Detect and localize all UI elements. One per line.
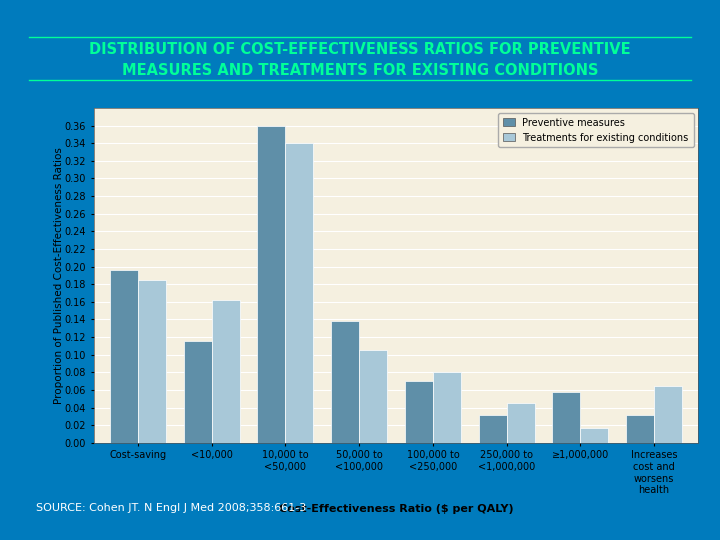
Bar bbox=[405, 381, 433, 443]
Bar bbox=[331, 321, 359, 443]
Bar bbox=[433, 372, 461, 443]
Bar bbox=[110, 270, 138, 443]
Bar bbox=[359, 350, 387, 443]
X-axis label: Cost-Effectiveness Ratio ($ per QALY): Cost-Effectiveness Ratio ($ per QALY) bbox=[279, 504, 513, 514]
Text: SOURCE: Cohen JT. N Engl J Med 2008;358:661-3: SOURCE: Cohen JT. N Engl J Med 2008;358:… bbox=[36, 503, 306, 512]
Bar bbox=[285, 143, 313, 443]
Y-axis label: Proportion of Published Cost-Effectiveness Ratios: Proportion of Published Cost-Effectivene… bbox=[54, 147, 64, 404]
Bar bbox=[184, 341, 212, 443]
Bar bbox=[580, 428, 608, 443]
Bar bbox=[212, 300, 240, 443]
Bar bbox=[654, 386, 682, 443]
Legend: Preventive measures, Treatments for existing conditions: Preventive measures, Treatments for exis… bbox=[498, 113, 693, 147]
Bar bbox=[552, 392, 580, 443]
Bar bbox=[257, 126, 285, 443]
Text: DISTRIBUTION OF COST-EFFECTIVENESS RATIOS FOR PREVENTIVE
MEASURES AND TREATMENTS: DISTRIBUTION OF COST-EFFECTIVENESS RATIO… bbox=[89, 42, 631, 78]
Bar bbox=[479, 415, 507, 443]
Bar bbox=[138, 280, 166, 443]
Bar bbox=[626, 415, 654, 443]
Bar bbox=[507, 403, 535, 443]
